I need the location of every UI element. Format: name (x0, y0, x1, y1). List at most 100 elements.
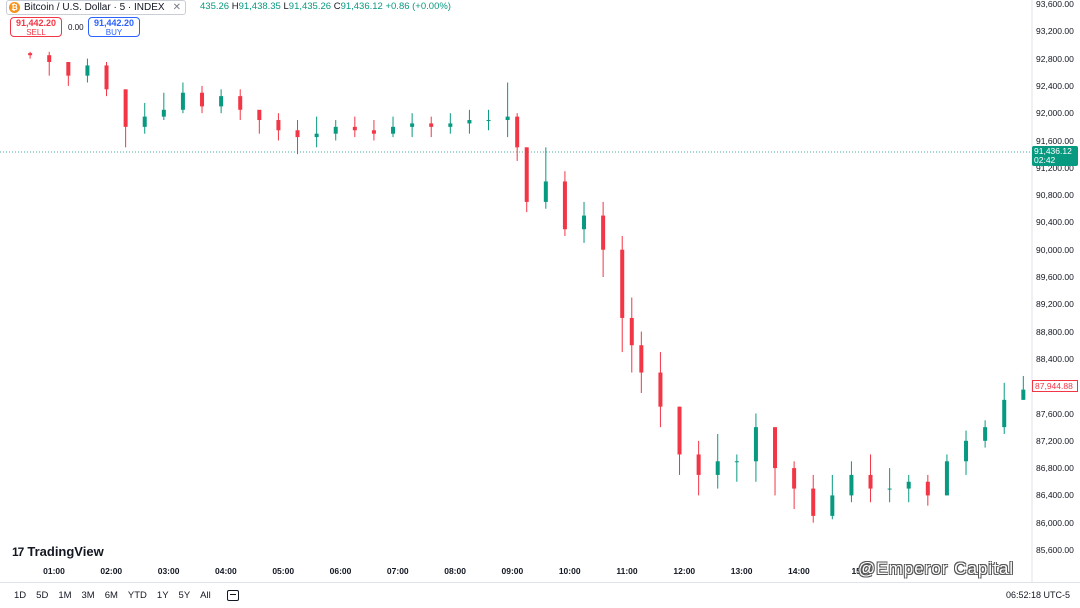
candle-body[interactable] (811, 488, 816, 516)
close-icon[interactable]: ✕ (172, 2, 181, 13)
price-tick: 87,200.00 (1036, 435, 1074, 446)
sell-price: 91,442.20 (15, 18, 57, 28)
candle-body[interactable] (371, 130, 376, 134)
candle-body[interactable] (276, 120, 281, 131)
candle-body[interactable] (906, 481, 911, 489)
candle-body[interactable] (47, 55, 52, 63)
candle-body[interactable] (658, 372, 663, 407)
price-tick: 90,800.00 (1036, 190, 1074, 201)
tradingview-logo[interactable]: 17 TradingView (12, 544, 104, 559)
candle-body[interactable] (257, 109, 262, 121)
candle-body[interactable] (983, 427, 988, 441)
candle-body[interactable] (486, 120, 491, 122)
candle-body[interactable] (792, 468, 797, 489)
range-5d[interactable]: 5D (36, 590, 49, 601)
time-tick: 10:00 (558, 566, 581, 576)
candle-body[interactable] (467, 120, 472, 124)
range-3m[interactable]: 3M (81, 590, 95, 601)
price-tick: 86,800.00 (1036, 463, 1074, 474)
candle-body[interactable] (238, 96, 243, 110)
candle-body[interactable] (410, 123, 415, 127)
price-tick: 90,400.00 (1036, 217, 1074, 228)
candle-body[interactable] (28, 53, 33, 56)
buy-label: BUY (105, 28, 123, 37)
ohlc-high-key: H (231, 1, 239, 12)
candle-body[interactable] (964, 440, 969, 462)
candle-body[interactable] (161, 109, 166, 117)
candle-body[interactable] (104, 65, 109, 90)
candle-body[interactable] (696, 454, 701, 475)
price-axis[interactable]: 93,600.00 93,200.00 92,800.00 92,400.00 92,0… (1032, 0, 1080, 582)
candle-body[interactable] (1021, 389, 1026, 400)
candle-body[interactable] (295, 130, 300, 138)
candles-layer (28, 51, 1026, 523)
candle-body[interactable] (391, 126, 396, 134)
candle-body[interactable] (505, 116, 510, 121)
candle-body[interactable] (1002, 399, 1007, 428)
time-tick: 14:00 (788, 566, 810, 576)
time-tick: 05:00 (272, 566, 295, 576)
candle-body[interactable] (849, 474, 854, 496)
buy-button[interactable]: 91,442.20 BUY (88, 17, 140, 37)
candle-body[interactable] (562, 181, 567, 230)
range-ytd[interactable]: YTD (127, 590, 147, 601)
candle-body[interactable] (639, 345, 644, 373)
candle-body[interactable] (123, 89, 128, 127)
candle-body[interactable] (543, 181, 548, 202)
candle-body[interactable] (887, 488, 892, 490)
ohlc-readout: 435.26 H91,438.35 L91,435.26 C91,436.12 … (200, 1, 451, 12)
current-price-label: 87,944.88 (1032, 380, 1078, 392)
candle-body[interactable] (524, 147, 529, 202)
range-1m[interactable]: 1M (58, 590, 72, 601)
candle-body[interactable] (314, 133, 319, 138)
time-tick: 02:00 (100, 566, 123, 576)
candle-body[interactable] (142, 116, 147, 127)
candle-body[interactable] (66, 62, 71, 76)
ohlc-close-key: C (333, 1, 341, 12)
candle-body[interactable] (620, 249, 625, 318)
candle-body[interactable] (944, 461, 949, 496)
time-tick: 12:00 (673, 566, 696, 576)
symbol-legend[interactable]: ₿ Bitcoin / U.S. Dollar · 5 · INDEX ✕ (6, 0, 186, 15)
utc-clock[interactable]: 06:52:18 UTC-5 (1006, 590, 1071, 600)
candle-body[interactable] (830, 495, 835, 516)
range-1y[interactable]: 1Y (156, 590, 169, 601)
calendar-icon[interactable] (226, 590, 239, 601)
candle-body[interactable] (601, 215, 606, 250)
candle-body[interactable] (515, 116, 520, 148)
candle-body[interactable] (868, 474, 873, 489)
candle-body[interactable] (677, 406, 682, 455)
candle-body[interactable] (773, 427, 778, 469)
candle-body[interactable] (180, 92, 185, 110)
bitcoin-icon: ₿ (9, 2, 20, 13)
candle-body[interactable] (429, 123, 434, 127)
range-6m[interactable]: 6M (104, 590, 118, 601)
range-all[interactable]: All (200, 590, 211, 601)
range-5y[interactable]: 5Y (178, 590, 191, 601)
candle-body[interactable] (925, 481, 930, 496)
price-tick: 90,000.00 (1036, 244, 1074, 255)
symbol-title: Bitcoin / U.S. Dollar · 5 · INDEX (24, 2, 165, 13)
last-price-label: 91,436.12 02:42 (1032, 146, 1078, 166)
candle-body[interactable] (219, 96, 224, 107)
candle-body[interactable] (85, 65, 90, 76)
candle-body[interactable] (200, 92, 205, 107)
time-tick: 03:00 (157, 566, 180, 576)
candle-body[interactable] (629, 317, 634, 346)
sell-button[interactable]: 91,442.20 SELL (10, 17, 62, 37)
candle-body[interactable] (734, 461, 739, 463)
price-tick: 92,800.00 (1036, 53, 1074, 64)
candle-body[interactable] (352, 126, 357, 131)
time-axis[interactable]: 01:00 02:00 03:00 04:00 05:00 06:00 07:00 08:00… (0, 566, 1032, 580)
watermark: @Emperor Capital (858, 559, 1015, 578)
price-tick: 88,400.00 (1036, 353, 1074, 364)
candle-body[interactable] (753, 427, 758, 462)
candle-body[interactable] (582, 215, 587, 230)
time-tick: 09:00 (501, 566, 524, 576)
candle-body[interactable] (333, 126, 338, 134)
candle-body[interactable] (715, 461, 720, 475)
ohlc-high: 91,438.35 (238, 1, 281, 12)
range-1d[interactable]: 1D (14, 590, 27, 601)
candle-body[interactable] (448, 123, 453, 127)
